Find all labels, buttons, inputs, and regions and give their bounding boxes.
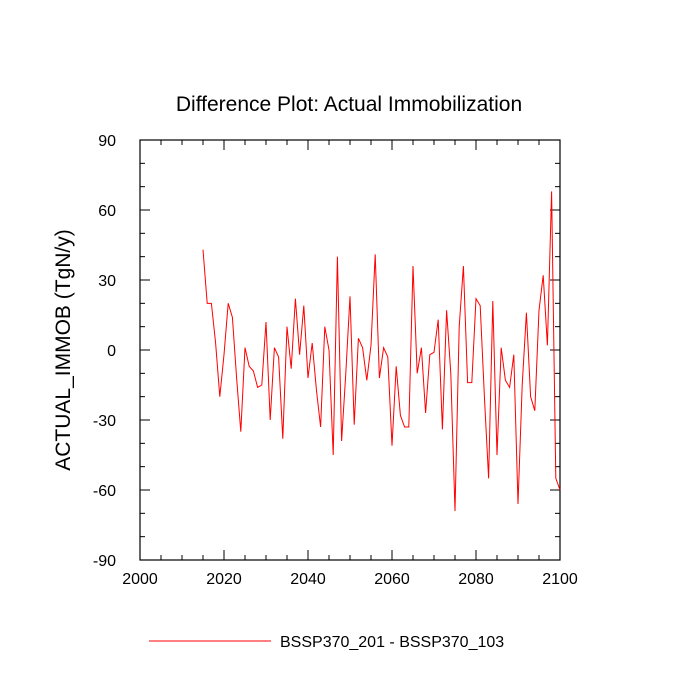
y-tick-label: -60 bbox=[93, 483, 116, 500]
x-tick-label: 2060 bbox=[374, 571, 410, 588]
y-tick-label: 60 bbox=[98, 203, 116, 220]
y-axis-label: ACTUAL_IMMOB (TgN/y) bbox=[52, 229, 75, 471]
legend: BSSP370_201 - BSSP370_103 bbox=[149, 634, 504, 651]
y-tick-label: 90 bbox=[98, 133, 116, 150]
x-tick-label: 2080 bbox=[458, 571, 494, 588]
x-tick-label: 2040 bbox=[290, 571, 326, 588]
y-tick-label: -30 bbox=[93, 413, 116, 430]
x-tick-label: 2000 bbox=[122, 571, 158, 588]
plot-frame bbox=[139, 139, 561, 561]
y-tick-label: -90 bbox=[93, 553, 116, 570]
series-line bbox=[202, 191, 561, 512]
x-tick-label: 2100 bbox=[542, 571, 578, 588]
x-tick-label: 2020 bbox=[206, 571, 242, 588]
axis-ticks bbox=[139, 139, 561, 561]
series-group bbox=[202, 191, 561, 512]
legend-label: BSSP370_201 - BSSP370_103 bbox=[280, 634, 504, 651]
axis-tick-labels: 2000 2020 2040 2060 2080 2100 -90 -60 -30 0 30 60 90 bbox=[93, 133, 578, 588]
y-tick-label: 0 bbox=[107, 343, 116, 360]
y-tick-label: 30 bbox=[98, 273, 116, 290]
chart-title: Difference Plot: Actual Immobilization bbox=[176, 93, 522, 116]
